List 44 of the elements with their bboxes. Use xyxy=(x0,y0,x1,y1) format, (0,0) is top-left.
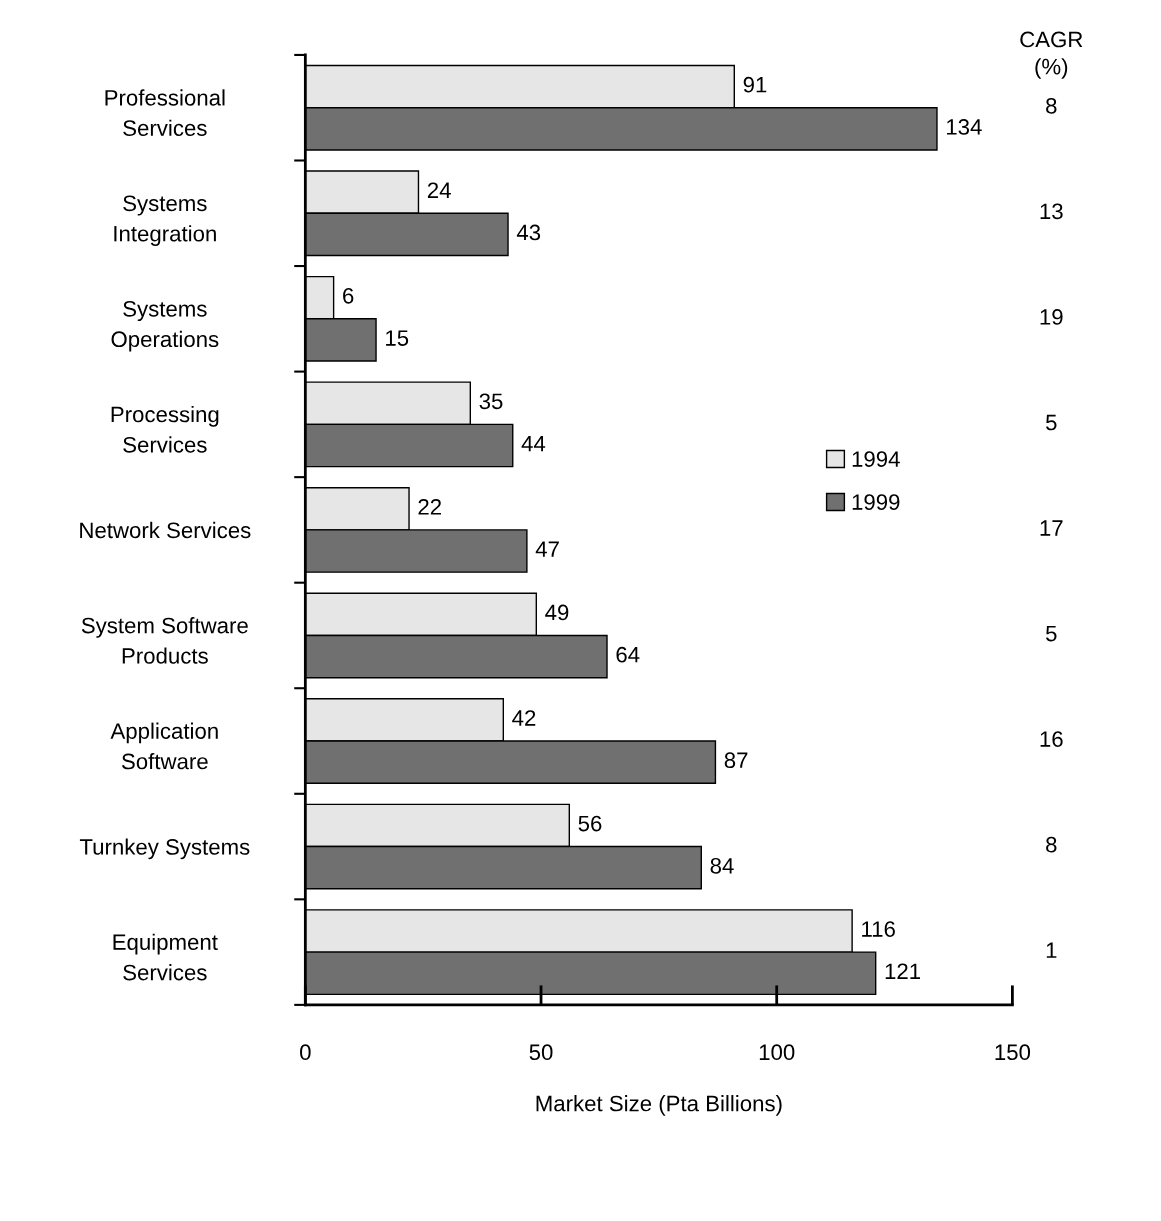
data-label: 43 xyxy=(516,224,541,241)
text: 17 xyxy=(1040,520,1063,536)
data-label: 134 xyxy=(947,119,982,135)
text: 8 xyxy=(1046,836,1057,853)
data-label: 84 xyxy=(710,857,734,874)
text: CAGR (%) xyxy=(1020,31,1083,79)
x-axis-title: Market Size (Pta Billions) xyxy=(536,1095,782,1116)
data-label: 56 xyxy=(578,815,602,832)
data-label: 87 xyxy=(724,752,748,769)
y-tick-label: Processing Services xyxy=(111,405,219,453)
x-tick-label: 150 xyxy=(995,1044,1031,1061)
y-tick-label: Turnkey Systems xyxy=(79,838,250,860)
data-label: 15 xyxy=(386,330,409,346)
data-label: 91 xyxy=(743,76,767,93)
data-label: 49 xyxy=(545,604,569,621)
x-tick-label: 0 xyxy=(300,1044,311,1061)
y-tick-label: System Software Products xyxy=(81,617,248,664)
data-label: 64 xyxy=(616,646,640,663)
text: 19 xyxy=(1040,309,1063,325)
text: 13 xyxy=(1040,203,1063,220)
data-label: 22 xyxy=(418,499,441,515)
data-label: 121 xyxy=(885,963,921,979)
y-tick-label: Network Services xyxy=(80,521,251,539)
data-label: 35 xyxy=(479,393,503,410)
text: 5 xyxy=(1045,625,1057,642)
y-tick-label: Systems Integration xyxy=(114,195,216,246)
data-label: 24 xyxy=(427,182,451,198)
x-tick-label: 50 xyxy=(529,1044,553,1061)
text: 5 xyxy=(1045,414,1057,431)
data-label: 42 xyxy=(512,710,536,726)
text: 16 xyxy=(1040,731,1063,747)
legend-label: 1994 xyxy=(852,451,900,467)
y-tick-label: Professional Services xyxy=(105,89,225,137)
y-tick-label: Equipment Services xyxy=(113,933,218,981)
data-label: 44 xyxy=(521,435,546,452)
data-label: 6 xyxy=(343,287,354,304)
y-tick-label: Application Software xyxy=(110,722,218,770)
legend-label: 1999 xyxy=(852,494,900,510)
y-tick-label: Systems Operations xyxy=(111,300,219,352)
x-tick-label: 100 xyxy=(759,1044,795,1061)
data-label: 47 xyxy=(535,541,559,557)
data-label: 116 xyxy=(862,921,895,937)
text: 1 xyxy=(1046,942,1057,958)
text: 8 xyxy=(1046,97,1057,114)
